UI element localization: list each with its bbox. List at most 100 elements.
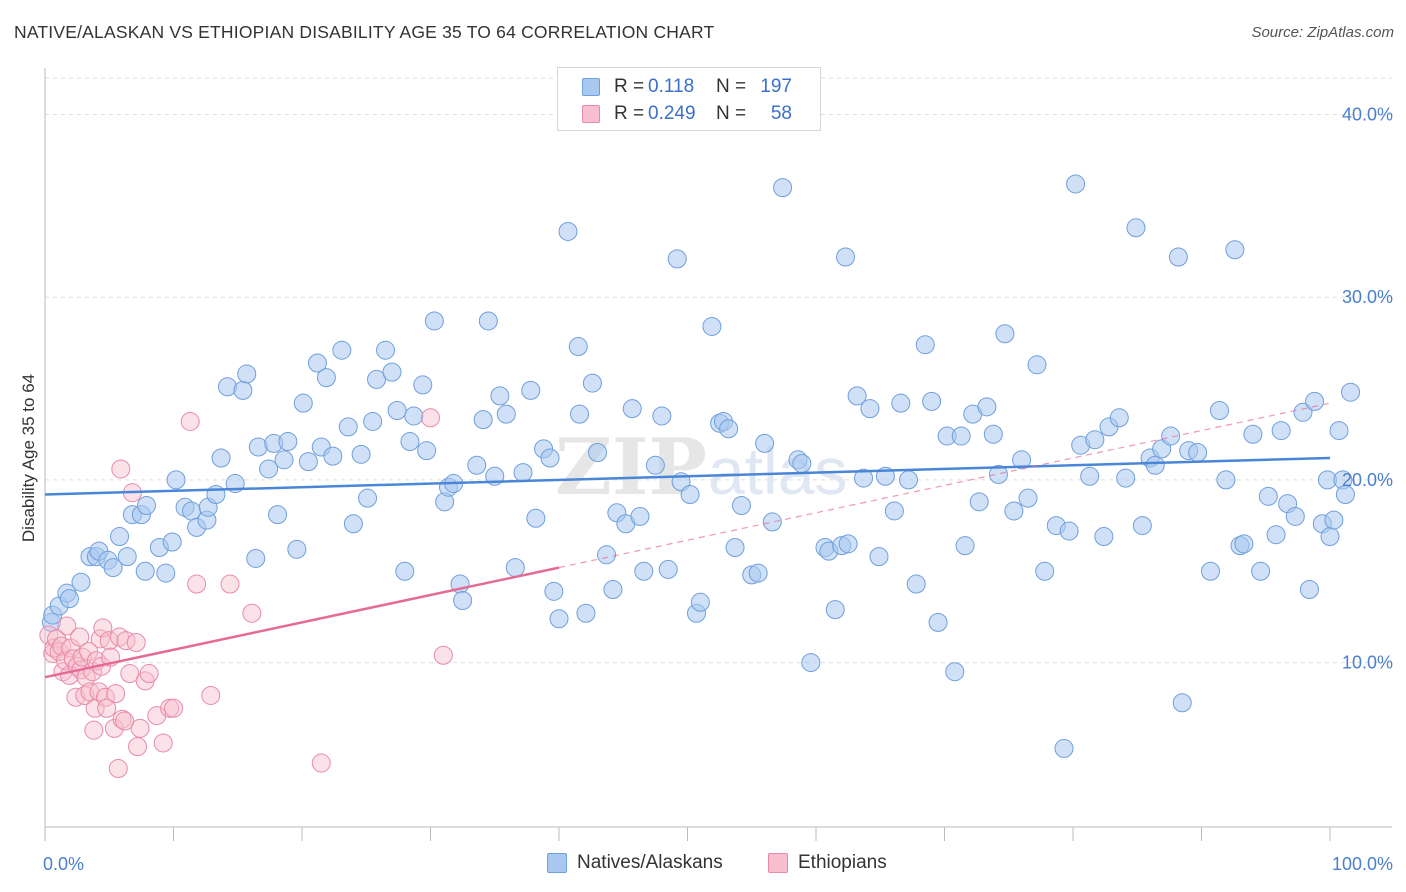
natives-point [363,411,383,431]
natives-point [667,249,687,269]
bottom-legend-natives: Natives/Alaskans [547,852,723,874]
natives-point [928,612,948,632]
natives-point [387,400,407,420]
natives-point [773,178,793,198]
natives-point [478,311,498,331]
natives-point [1251,561,1271,581]
ethiopians-point [93,618,113,638]
natives-point [854,468,874,488]
natives-point [680,485,700,505]
natives-point [645,455,665,475]
natives-point [166,470,186,490]
legend-r-value: 0.118 [648,76,695,97]
natives-point [570,404,590,424]
natives-point [1216,470,1236,490]
natives-point [899,470,919,490]
ethiopians-point [84,720,104,740]
natives-point [1234,534,1254,554]
ethiopians-point [115,711,135,731]
natives-point [658,559,678,579]
natives-point [1329,421,1349,441]
natives-point [1054,738,1074,758]
natives-point [1209,400,1229,420]
ethiopians-point [72,647,92,667]
natives-point [634,561,654,581]
natives-point [1243,424,1263,444]
natives-point [274,450,294,470]
natives-point [332,340,352,360]
series-ethiopians-points [39,408,453,779]
ethiopians-point [57,616,77,636]
natives-point [1335,485,1355,505]
natives-point [652,406,672,426]
y-axis-title: Disability Age 35 to 64 [19,374,38,542]
natives-point [801,653,821,673]
ethiopians-point [70,627,90,647]
ethiopians-trend-line [44,566,560,679]
natives-point [293,393,313,413]
legend-swatch-ethiopians [582,105,600,123]
natives-point [181,501,201,521]
natives-point [1094,527,1114,547]
natives-trend-line [44,456,1331,496]
natives-point [588,443,608,462]
natives-point [338,417,358,437]
natives-point [762,512,782,532]
natives-point [395,561,415,581]
legend-row-natives: R = 0.118 N = 197 [582,74,792,100]
natives-point [847,386,867,406]
natives-point [526,508,546,528]
ethiopians-point [421,408,440,428]
natives-point [792,453,812,473]
chart-axes [44,68,1392,841]
ethiopians-point [111,459,131,479]
natives-point [951,426,971,446]
ethiopians-point [187,574,207,594]
watermark-atlas: atlas [708,434,847,508]
natives-point [343,514,363,534]
natives-point [246,548,266,568]
natives-point [162,532,182,552]
natives-point [1004,501,1024,521]
trend-lines [44,402,1331,679]
correlation-legend: R = 0.118 N = 197 R = 0.249 N = 58 [557,67,821,131]
y-tick-label: 30.0% [1342,287,1393,307]
natives-point [278,432,298,452]
y-tick-label: 10.0% [1342,653,1393,673]
natives-point [453,590,473,610]
natives-point [1059,521,1079,541]
natives-point [630,506,650,526]
natives-point [1225,240,1245,260]
natives-point [869,547,889,567]
natives-point [307,353,327,373]
natives-point [413,375,433,395]
bottom-legend-swatch-natives [547,853,567,873]
natives-point [755,433,775,453]
natives-point [1080,466,1100,486]
natives-point [1188,443,1208,462]
natives-point [1293,402,1313,422]
natives-point [1271,421,1291,441]
natives-point [955,536,975,556]
natives-point [597,545,617,565]
natives-point [977,397,997,417]
natives-point [382,362,402,382]
natives-point [544,581,564,601]
ethiopians-point [201,685,221,705]
natives-point [490,386,510,406]
natives-point [825,600,845,620]
ethiopians-point [242,603,262,623]
legend-r-value: 0.249 [648,103,696,124]
natives-point [568,337,588,357]
tick-labels: 10.0% 20.0% 30.0% 40.0% 0.0% 100.0% [43,105,1393,874]
natives-point [860,399,880,419]
natives-point [558,221,578,241]
ethiopians-point [139,664,159,684]
natives-point [103,558,123,578]
natives-point [117,547,137,567]
natives-point [404,406,424,426]
natives-point [268,505,288,525]
natives-point [540,448,560,468]
natives-point [1172,693,1192,713]
natives-point [748,563,768,583]
